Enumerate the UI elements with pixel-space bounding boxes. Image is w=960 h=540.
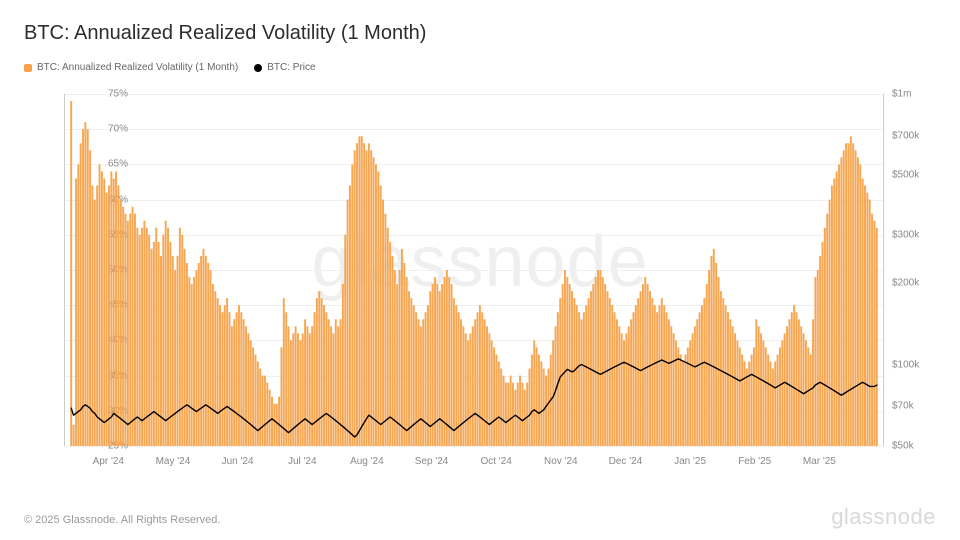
chart-title: BTC: Annualized Realized Volatility (1 M… xyxy=(24,22,426,45)
x-tick: Aug '24 xyxy=(350,456,384,467)
brand-logo: glassnode xyxy=(831,504,936,530)
x-tick: Nov '24 xyxy=(544,456,578,467)
copyright-text: © 2025 Glassnode. All Rights Reserved. xyxy=(24,514,220,526)
legend-item-volatility: BTC: Annualized Realized Volatility (1 M… xyxy=(24,62,238,73)
x-tick: Oct '24 xyxy=(480,456,511,467)
x-tick: Jan '25 xyxy=(674,456,706,467)
legend-item-price: BTC: Price xyxy=(254,62,315,73)
legend-label-volatility: BTC: Annualized Realized Volatility (1 M… xyxy=(37,62,238,73)
y-right-tick: $200k xyxy=(892,278,942,289)
y-right-tick: $70k xyxy=(892,401,942,412)
y-right-tick: $700k xyxy=(892,130,942,141)
x-tick: Jun '24 xyxy=(222,456,254,467)
legend-swatch-volatility xyxy=(24,64,32,72)
legend: BTC: Annualized Realized Volatility (1 M… xyxy=(24,62,316,73)
x-tick: May '24 xyxy=(156,456,191,467)
y-right-tick: $100k xyxy=(892,359,942,370)
x-tick: Mar '25 xyxy=(803,456,836,467)
x-tick: Feb '25 xyxy=(738,456,771,467)
y-right-tick: $50k xyxy=(892,441,942,452)
y-right-tick: $300k xyxy=(892,230,942,241)
legend-swatch-price xyxy=(254,64,262,72)
x-tick: Jul '24 xyxy=(288,456,317,467)
y-right-tick: $500k xyxy=(892,170,942,181)
x-tick: Sep '24 xyxy=(415,456,449,467)
x-tick: Dec '24 xyxy=(609,456,643,467)
chart-svg xyxy=(64,94,884,446)
x-tick: Apr '24 xyxy=(93,456,124,467)
chart-plot-area xyxy=(64,94,884,446)
legend-label-price: BTC: Price xyxy=(267,62,315,73)
y-right-tick: $1m xyxy=(892,89,942,100)
page-root: BTC: Annualized Realized Volatility (1 M… xyxy=(0,0,960,540)
